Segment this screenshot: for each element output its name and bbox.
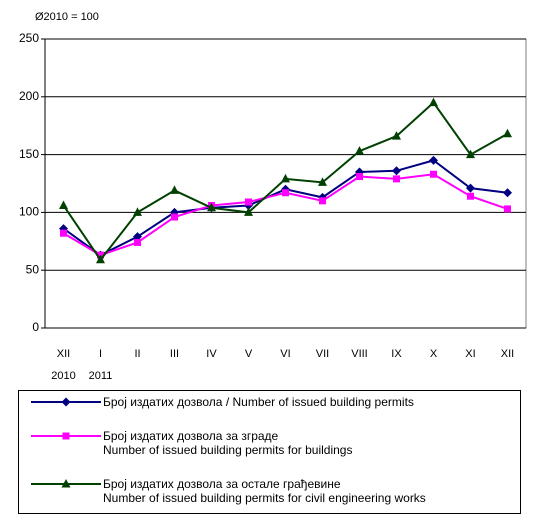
- marker: [466, 183, 475, 193]
- marker: [133, 232, 142, 242]
- marker: [134, 238, 141, 246]
- marker: [59, 200, 68, 209]
- marker: [170, 185, 179, 194]
- x-tick-label: IV: [206, 348, 217, 360]
- marker: [393, 175, 400, 183]
- marker: [318, 177, 327, 186]
- x-tick-label: VII: [316, 348, 329, 360]
- y-tick-label: 150: [19, 147, 39, 161]
- legend-label: Број издатих дозвола / Number of issued …: [103, 395, 414, 409]
- marker: [392, 131, 401, 140]
- x-tick-label: II: [134, 348, 140, 360]
- marker: [207, 202, 216, 212]
- x-year-label: 2010: [51, 370, 75, 382]
- marker: [467, 192, 474, 200]
- marker: [60, 229, 67, 237]
- legend-label: Број издатих дозвола за зграде Number of…: [103, 429, 353, 457]
- chart-subtitle: Ø2010 = 100: [35, 11, 99, 23]
- legend: Број издатих дозвола / Number of issued …: [18, 390, 521, 514]
- y-tick-label: 250: [19, 31, 39, 45]
- y-tick-label: 0: [32, 320, 39, 334]
- y-tick-label: 200: [19, 89, 39, 103]
- marker: [429, 155, 438, 165]
- marker: [392, 166, 401, 176]
- x-tick-label: XII: [57, 348, 70, 360]
- legend-swatch: [31, 432, 101, 440]
- marker: [430, 170, 437, 178]
- plot-frame: [44, 38, 527, 329]
- x-tick-label: XI: [465, 348, 475, 360]
- chart: Ø2010 = 100 050100150200250XII2010I2011I…: [19, 11, 527, 382]
- marker: [319, 197, 326, 205]
- legend-swatch: [31, 479, 101, 488]
- y-tick-label: 100: [19, 205, 39, 219]
- marker: [504, 205, 511, 213]
- x-tick-label: XII: [501, 348, 514, 360]
- legend-label: Број издатих дозвола за остале грађевине…: [103, 477, 426, 505]
- marker: [96, 254, 105, 264]
- marker: [429, 97, 438, 107]
- marker: [355, 146, 364, 155]
- x-year-label: 2011: [89, 370, 113, 382]
- y-tick-label: 50: [26, 262, 40, 276]
- marker: [171, 213, 178, 221]
- marker: [133, 207, 142, 216]
- marker: [356, 173, 363, 181]
- x-tick-label: I: [99, 348, 102, 360]
- x-tick-label: X: [430, 348, 438, 360]
- marker: [503, 188, 512, 198]
- marker: [282, 189, 289, 197]
- marker: [466, 149, 475, 159]
- marker: [244, 207, 253, 216]
- marker: [62, 432, 70, 440]
- x-tick-label: IX: [391, 348, 402, 360]
- marker: [503, 128, 512, 138]
- x-tick-label: V: [245, 348, 253, 360]
- x-tick-label: VIII: [351, 348, 368, 360]
- marker: [281, 173, 290, 183]
- x-tick-label: VI: [280, 348, 290, 360]
- marker: [61, 479, 71, 488]
- marker: [245, 198, 252, 206]
- marker: [61, 397, 71, 407]
- legend-swatch: [31, 397, 101, 407]
- x-tick-label: III: [170, 348, 179, 360]
